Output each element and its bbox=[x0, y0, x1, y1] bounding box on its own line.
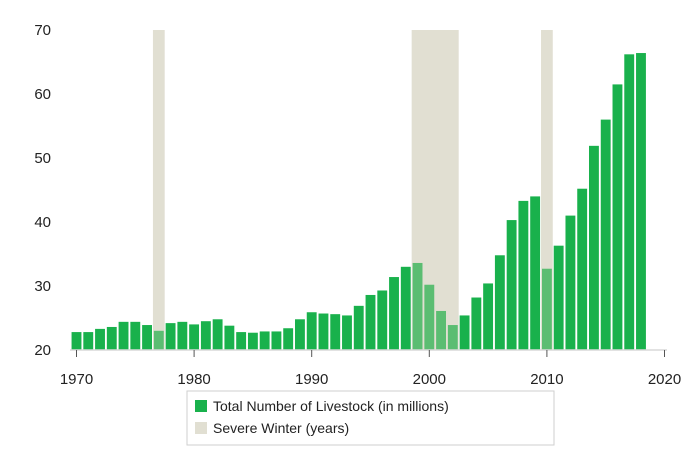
livestock-bar bbox=[130, 321, 141, 350]
severe-winter-band bbox=[152, 30, 165, 350]
livestock-bars bbox=[71, 53, 646, 351]
livestock-bar bbox=[212, 319, 223, 350]
livestock-bar bbox=[106, 326, 117, 350]
livestock-bar bbox=[612, 84, 623, 351]
livestock-bar bbox=[377, 290, 388, 350]
legend: Total Number of Livestock (in millions) … bbox=[186, 390, 555, 446]
x-tick-label: 2020 bbox=[648, 371, 681, 388]
x-tick-label: 2010 bbox=[530, 371, 563, 388]
y-tick-label: 40 bbox=[34, 214, 51, 231]
livestock-bar bbox=[412, 262, 423, 350]
livestock-bar bbox=[200, 321, 211, 350]
x-axis: 1970 1980 1990 2000 2010 2020 bbox=[60, 350, 681, 388]
y-tick-label: 70 bbox=[34, 22, 51, 39]
livestock-bar bbox=[565, 215, 576, 350]
livestock-bar bbox=[118, 321, 129, 350]
livestock-bar bbox=[577, 188, 588, 350]
legend-severe-winter-swatch bbox=[195, 422, 207, 434]
livestock-bar bbox=[153, 330, 164, 350]
livestock-bar bbox=[177, 321, 188, 350]
livestock-bar bbox=[600, 119, 611, 350]
livestock-bar bbox=[142, 325, 152, 350]
livestock-bar bbox=[447, 325, 458, 350]
livestock-bar bbox=[624, 54, 635, 350]
livestock-bar bbox=[389, 277, 399, 350]
livestock-bar bbox=[483, 283, 494, 350]
legend-severe-winter-label: Severe Winter (years) bbox=[213, 420, 349, 436]
livestock-bar bbox=[71, 332, 82, 350]
livestock-bar bbox=[506, 220, 517, 350]
y-axis: 20 30 40 50 60 70 bbox=[34, 22, 51, 359]
livestock-bar bbox=[424, 284, 435, 350]
x-tick-label: 2000 bbox=[413, 371, 446, 388]
severe-winter-band bbox=[541, 30, 553, 350]
legend-livestock-label: Total Number of Livestock (in millions) bbox=[213, 398, 449, 414]
legend-box bbox=[186, 390, 555, 446]
livestock-bar bbox=[553, 245, 564, 350]
livestock-bar bbox=[165, 323, 176, 350]
livestock-bar bbox=[471, 297, 482, 350]
livestock-bar bbox=[400, 266, 411, 350]
livestock-bar bbox=[342, 315, 352, 350]
x-tick-label: 1990 bbox=[295, 371, 328, 388]
livestock-bar bbox=[271, 331, 282, 350]
livestock-bar bbox=[330, 314, 341, 350]
livestock-bar bbox=[636, 53, 646, 350]
livestock-bar bbox=[189, 324, 200, 350]
y-tick-label: 20 bbox=[34, 342, 51, 359]
livestock-bar bbox=[494, 255, 505, 350]
y-tick-label: 50 bbox=[34, 150, 51, 167]
livestock-bar bbox=[541, 268, 552, 350]
livestock-bar bbox=[518, 200, 529, 350]
livestock-bar bbox=[95, 328, 105, 350]
livestock-bar bbox=[318, 313, 329, 350]
livestock-bar bbox=[259, 331, 270, 350]
livestock-bar bbox=[236, 332, 247, 350]
livestock-bar bbox=[459, 315, 470, 350]
livestock-bar bbox=[436, 310, 446, 350]
y-tick-label: 60 bbox=[34, 86, 51, 103]
legend-livestock-swatch bbox=[195, 400, 207, 412]
x-tick-label: 1980 bbox=[177, 371, 210, 388]
livestock-bar bbox=[589, 145, 599, 350]
livestock-bar bbox=[365, 294, 376, 350]
livestock-bar bbox=[530, 196, 541, 350]
livestock-bar bbox=[295, 319, 305, 350]
y-tick-label: 30 bbox=[34, 278, 51, 295]
livestock-bar bbox=[283, 328, 294, 350]
livestock-bar bbox=[353, 305, 364, 350]
livestock-bar bbox=[247, 332, 258, 350]
x-tick-label: 1970 bbox=[60, 371, 93, 388]
livestock-bar bbox=[306, 312, 317, 350]
livestock-bar bbox=[224, 325, 235, 350]
livestock-bar bbox=[83, 332, 94, 350]
